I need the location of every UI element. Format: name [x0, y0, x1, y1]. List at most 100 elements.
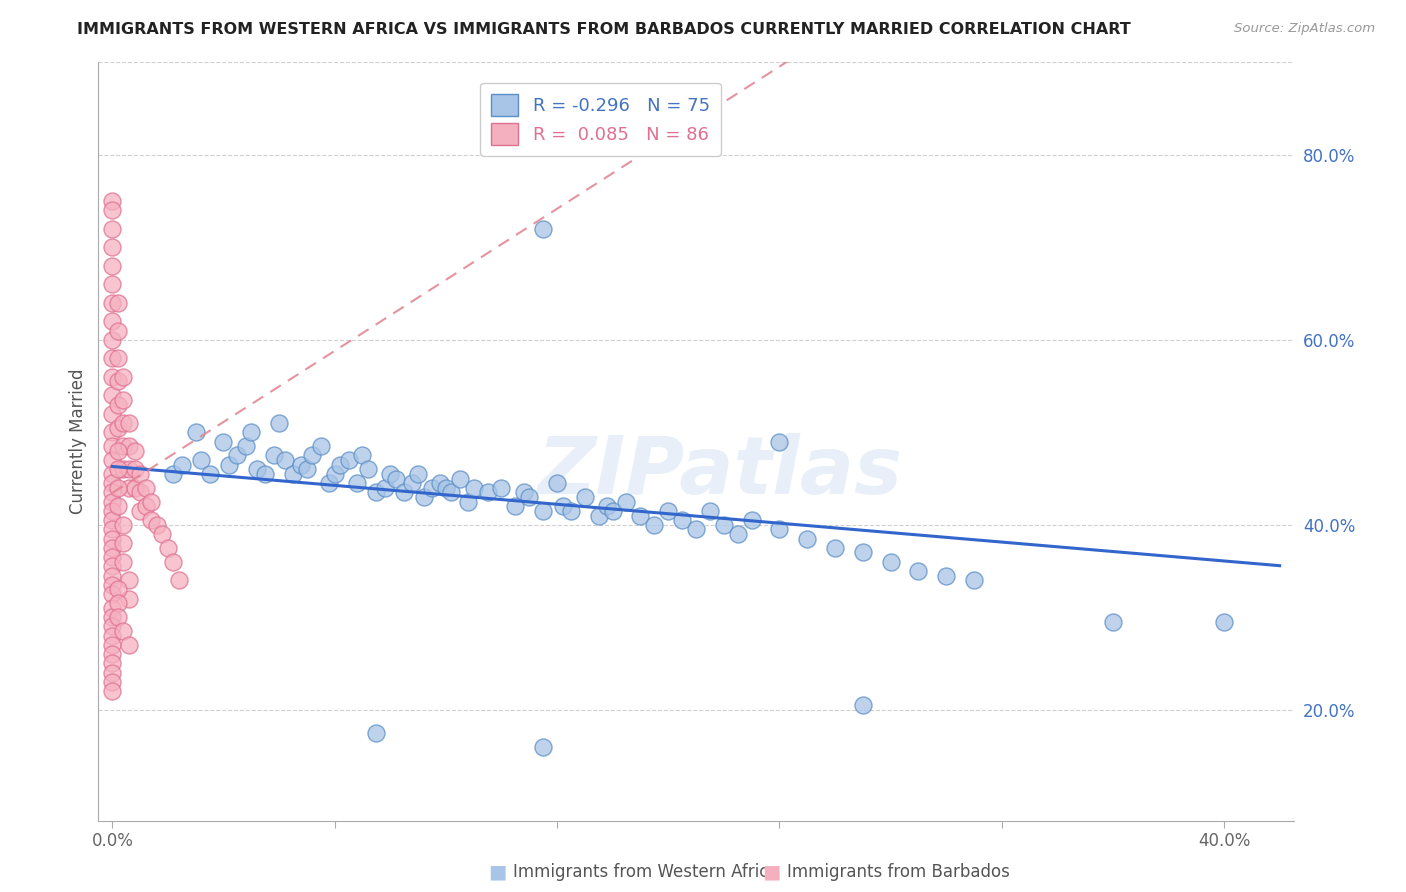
Point [505, 500, 527, 514]
Point [574, 490, 596, 504]
Point [190, 453, 212, 467]
Point [141, 513, 163, 527]
Point [156, 541, 179, 555]
Text: ■: ■ [762, 863, 780, 882]
Point [112, 536, 135, 550]
Point [449, 471, 471, 485]
Point [146, 517, 169, 532]
Point [531, 222, 554, 236]
Point [551, 500, 574, 514]
Point [240, 425, 263, 440]
Point [796, 532, 818, 546]
Point [323, 467, 346, 481]
Point [512, 485, 534, 500]
Point [907, 564, 929, 578]
Point [401, 476, 423, 491]
Point [295, 462, 318, 476]
Point [727, 527, 749, 541]
Point [129, 467, 152, 481]
Point [162, 467, 184, 481]
Point [337, 453, 360, 467]
Point [107, 324, 129, 338]
Point [374, 481, 396, 495]
Point [226, 449, 249, 463]
Point [107, 398, 129, 412]
Text: IMMIGRANTS FROM WESTERN AFRICA VS IMMIGRANTS FROM BARBADOS CURRENTLY MARRIED COR: IMMIGRANTS FROM WESTERN AFRICA VS IMMIGR… [77, 22, 1130, 37]
Point [628, 508, 651, 523]
Point [118, 638, 141, 652]
Point [112, 517, 135, 532]
Point [118, 591, 141, 606]
Point [392, 485, 415, 500]
Point [107, 582, 129, 597]
Point [107, 481, 129, 495]
Point [329, 458, 352, 472]
Point [281, 467, 304, 481]
Point [273, 453, 295, 467]
Text: ■: ■ [488, 863, 506, 882]
Point [101, 684, 124, 698]
Point [457, 494, 479, 508]
Point [107, 443, 129, 458]
Point [517, 490, 540, 504]
Point [101, 559, 124, 574]
Point [101, 203, 124, 218]
Point [246, 462, 269, 476]
Point [290, 458, 312, 472]
Point [112, 369, 135, 384]
Point [267, 416, 290, 430]
Point [101, 439, 124, 453]
Point [385, 471, 408, 485]
Point [112, 439, 135, 453]
Point [112, 555, 135, 569]
Point [135, 481, 157, 495]
Point [101, 568, 124, 582]
Point [101, 578, 124, 592]
Point [101, 541, 124, 555]
Point [101, 369, 124, 384]
Point [318, 476, 340, 491]
Point [699, 504, 721, 518]
Point [218, 458, 240, 472]
Point [107, 351, 129, 366]
Point [129, 485, 152, 500]
Point [602, 504, 624, 518]
Legend: R = -0.296   N = 75, R =  0.085   N = 86: R = -0.296 N = 75, R = 0.085 N = 86 [481, 83, 720, 156]
Point [124, 481, 146, 495]
Point [101, 513, 124, 527]
Point [101, 504, 124, 518]
Point [101, 314, 124, 328]
Point [184, 425, 207, 440]
Point [101, 296, 124, 310]
Point [1213, 615, 1236, 629]
Point [531, 504, 554, 518]
Point [366, 485, 388, 500]
Point [107, 462, 129, 476]
Point [412, 490, 434, 504]
Point [366, 726, 388, 740]
Point [112, 624, 135, 639]
Point [135, 500, 157, 514]
Point [101, 467, 124, 481]
Point [167, 573, 190, 587]
Point [101, 485, 124, 500]
Point [107, 610, 129, 624]
Point [671, 513, 693, 527]
Y-axis label: Currently Married: Currently Married [69, 368, 87, 515]
Text: ZIPatlas: ZIPatlas [537, 433, 903, 511]
Point [101, 629, 124, 643]
Point [546, 476, 568, 491]
Point [560, 504, 582, 518]
Point [685, 522, 707, 536]
Point [963, 573, 986, 587]
Point [101, 638, 124, 652]
Point [616, 494, 638, 508]
Point [112, 416, 135, 430]
Point [657, 504, 679, 518]
Point [162, 555, 184, 569]
Point [420, 481, 443, 495]
Point [101, 550, 124, 565]
Point [463, 481, 485, 495]
Point [212, 434, 235, 449]
Point [741, 513, 763, 527]
